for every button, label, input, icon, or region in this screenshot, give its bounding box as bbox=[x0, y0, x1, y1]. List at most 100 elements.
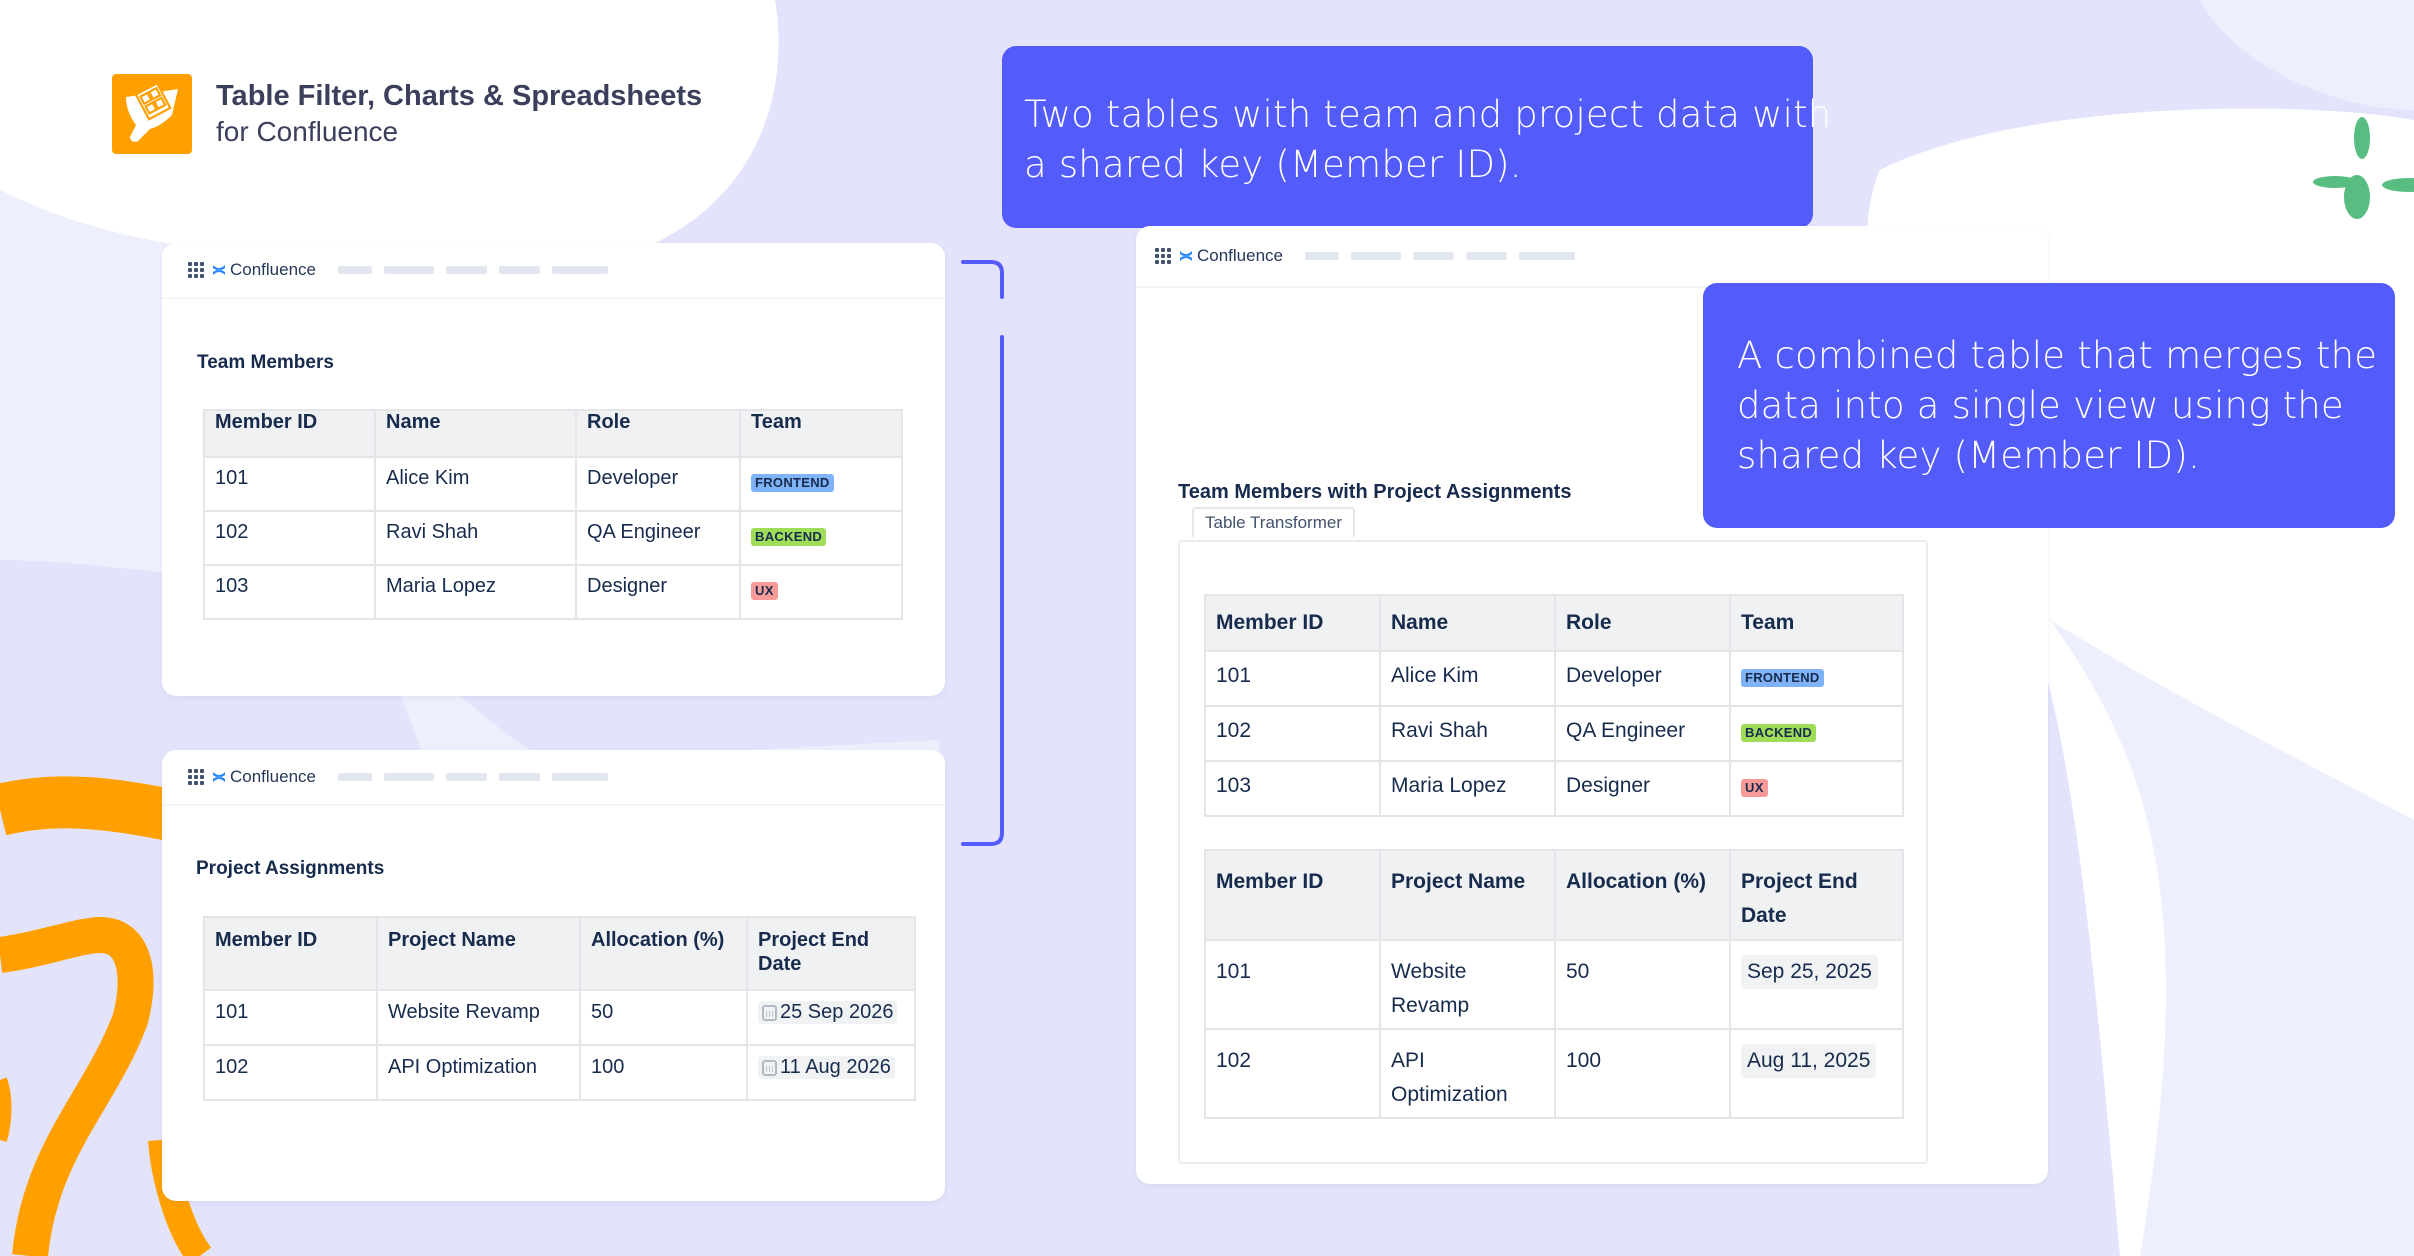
allocation-cell[interactable]: 50 bbox=[579, 989, 748, 1046]
end-date-cell[interactable]: Sep 25, 2025 bbox=[1729, 939, 1904, 1030]
allocation-cell[interactable]: 100 bbox=[579, 1044, 748, 1101]
table-transformer-panel: Member ID Name Role Team 101 Alice Kim D… bbox=[1178, 540, 1928, 1164]
table-row: 101 Website Revamp 50 25 Sep 2026 bbox=[203, 989, 916, 1046]
member-id-cell[interactable]: 101 bbox=[203, 456, 376, 512]
column-header[interactable]: Name bbox=[1379, 594, 1556, 652]
member-id-cell[interactable]: 102 bbox=[203, 1044, 378, 1101]
member-id-cell[interactable]: 101 bbox=[1204, 650, 1381, 707]
column-header[interactable]: Member ID bbox=[1204, 594, 1381, 652]
confluence-logo-icon bbox=[213, 265, 225, 275]
role-cell[interactable]: Designer bbox=[575, 564, 741, 620]
role-cell[interactable]: Developer bbox=[1554, 650, 1731, 707]
confluence-app-name[interactable]: Confluence bbox=[230, 260, 317, 279]
table-row: 103 Maria Lopez Designer UX bbox=[1204, 760, 1904, 817]
nav-placeholder bbox=[1466, 252, 1508, 260]
confluence-page-team-members: Confluence Team Members Member ID Name R… bbox=[162, 243, 945, 696]
column-header[interactable]: Allocation (%) bbox=[1554, 849, 1731, 941]
date-chip[interactable]: 25 Sep 2026 bbox=[758, 1001, 898, 1024]
project-name-cell[interactable]: Website Revamp bbox=[376, 989, 581, 1046]
column-header[interactable]: Member ID bbox=[203, 409, 376, 458]
allocation-cell[interactable]: 50 bbox=[1554, 939, 1731, 1030]
table-transformer-tab[interactable]: Table Transformer bbox=[1192, 507, 1355, 537]
role-cell[interactable]: Developer bbox=[575, 456, 741, 512]
project-name-cell[interactable]: API Optimization bbox=[376, 1044, 581, 1101]
date-chip[interactable]: Sep 25, 2025 bbox=[1741, 955, 1878, 989]
callout-line: a shared key (Member ID). bbox=[1024, 143, 1522, 186]
table-row: 101 Website Revamp 50 Sep 25, 2025 bbox=[1204, 939, 1904, 1030]
app-switcher-icon[interactable] bbox=[1155, 248, 1171, 264]
project-name-cell[interactable]: Website Revamp bbox=[1379, 939, 1556, 1030]
role-cell[interactable]: Designer bbox=[1554, 760, 1731, 817]
column-header[interactable]: Project End Date bbox=[1729, 849, 1904, 941]
member-id-cell[interactable]: 101 bbox=[203, 989, 378, 1046]
column-header[interactable]: Member ID bbox=[1204, 849, 1381, 941]
name-cell[interactable]: Alice Kim bbox=[1379, 650, 1556, 707]
callout-source-tables: Two tables with team and project data wi… bbox=[1002, 46, 1832, 228]
confluence-logo-icon bbox=[1180, 251, 1192, 261]
table-row: 102 API Optimization 100 11 Aug 2026 bbox=[203, 1044, 916, 1101]
column-header[interactable]: Member ID bbox=[203, 916, 378, 991]
column-header[interactable]: Project Name bbox=[376, 916, 581, 991]
team-cell[interactable]: FRONTEND bbox=[1729, 650, 1904, 707]
table-row: 101 Alice Kim Developer FRONTEND bbox=[1204, 650, 1904, 707]
brand-header: Table Filter, Charts & Spreadsheets for … bbox=[112, 74, 702, 154]
column-header[interactable]: Project Name bbox=[1379, 849, 1556, 941]
column-header[interactable]: Project End Date bbox=[746, 916, 916, 991]
column-header[interactable]: Allocation (%) bbox=[579, 916, 748, 991]
role-cell[interactable]: QA Engineer bbox=[1554, 705, 1731, 762]
team-cell[interactable]: UX bbox=[1729, 760, 1904, 817]
nav-placeholder bbox=[1305, 252, 1340, 260]
team-cell[interactable]: BACKEND bbox=[739, 510, 903, 566]
date-chip[interactable]: Aug 11, 2025 bbox=[1741, 1044, 1877, 1078]
date-chip[interactable]: 11 Aug 2026 bbox=[758, 1056, 895, 1079]
confluence-header: Confluence bbox=[1136, 226, 2048, 288]
confluence-app-name[interactable]: Confluence bbox=[1197, 246, 1284, 265]
team-cell[interactable]: BACKEND bbox=[1729, 705, 1904, 762]
name-cell[interactable]: Maria Lopez bbox=[1379, 760, 1556, 817]
table-header-row: Member ID Project Name Allocation (%) Pr… bbox=[203, 916, 916, 991]
column-header[interactable]: Name bbox=[374, 409, 577, 458]
calendar-icon bbox=[762, 1004, 777, 1021]
nav-placeholder bbox=[1351, 252, 1402, 260]
brand-subtitle: for Confluence bbox=[216, 115, 399, 147]
member-id-cell[interactable]: 103 bbox=[203, 564, 376, 620]
nav-placeholder bbox=[1519, 252, 1576, 260]
allocation-cell[interactable]: 100 bbox=[1554, 1028, 1731, 1119]
confluence-app-name[interactable]: Confluence bbox=[230, 767, 317, 786]
name-cell[interactable]: Maria Lopez bbox=[374, 564, 577, 620]
section-title: Team Members with Project Assignments bbox=[1178, 481, 1572, 503]
team-cell[interactable]: FRONTEND bbox=[739, 456, 903, 512]
member-id-cell[interactable]: 102 bbox=[1204, 1028, 1381, 1119]
column-header[interactable]: Role bbox=[1554, 594, 1731, 652]
member-id-cell[interactable]: 102 bbox=[1204, 705, 1381, 762]
end-date-cell[interactable]: Aug 11, 2025 bbox=[1729, 1028, 1904, 1119]
name-cell[interactable]: Ravi Shah bbox=[1379, 705, 1556, 762]
team-lozenge-frontend: FRONTEND bbox=[1741, 669, 1824, 687]
confluence-header: Confluence bbox=[162, 750, 945, 806]
column-header[interactable]: Role bbox=[575, 409, 741, 458]
nav-placeholder bbox=[384, 266, 435, 274]
name-cell[interactable]: Alice Kim bbox=[374, 456, 577, 512]
table-row: 102 API Optimization 100 Aug 11, 2025 bbox=[1204, 1028, 1904, 1119]
role-cell[interactable]: QA Engineer bbox=[575, 510, 741, 566]
project-name-cell[interactable]: API Optimization bbox=[1379, 1028, 1556, 1119]
member-id-cell[interactable]: 103 bbox=[1204, 760, 1381, 817]
team-lozenge-ux: UX bbox=[751, 582, 778, 600]
section-title: Team Members bbox=[197, 352, 334, 373]
team-lozenge-backend: BACKEND bbox=[751, 528, 827, 546]
team-cell[interactable]: UX bbox=[739, 564, 903, 620]
column-header[interactable]: Team bbox=[1729, 594, 1904, 652]
confluence-page-project-assignments: Confluence Project Assignments Member ID… bbox=[162, 750, 945, 1201]
app-switcher-icon[interactable] bbox=[188, 262, 204, 278]
end-date-cell[interactable]: 25 Sep 2026 bbox=[746, 989, 916, 1046]
member-id-cell[interactable]: 101 bbox=[1204, 939, 1381, 1030]
callout-line: Two tables with team and project data wi… bbox=[1024, 93, 1832, 136]
column-header[interactable]: Team bbox=[739, 409, 903, 458]
member-id-cell[interactable]: 102 bbox=[203, 510, 376, 566]
app-switcher-icon[interactable] bbox=[188, 769, 204, 785]
table-filter-logo-icon bbox=[112, 74, 192, 154]
name-cell[interactable]: Ravi Shah bbox=[374, 510, 577, 566]
date-text: 25 Sep 2026 bbox=[780, 1001, 894, 1023]
team-lozenge-backend: BACKEND bbox=[1741, 724, 1817, 742]
end-date-cell[interactable]: 11 Aug 2026 bbox=[746, 1044, 916, 1101]
